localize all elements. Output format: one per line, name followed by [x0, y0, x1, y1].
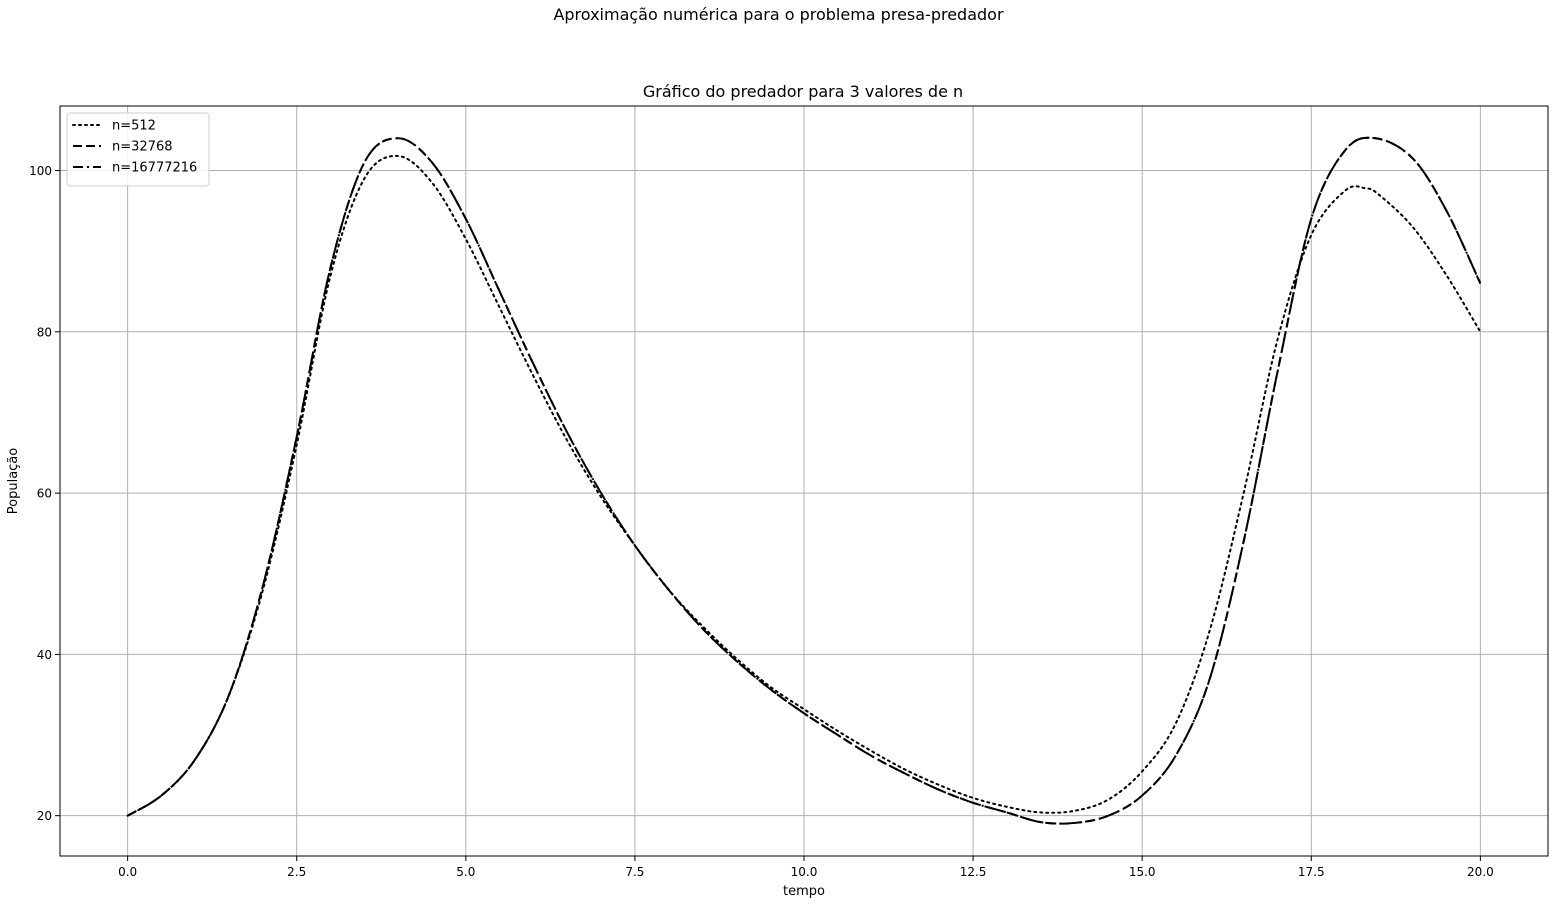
x-tick-label: 2.5	[287, 865, 306, 879]
y-tick-label: 100	[29, 164, 52, 178]
grid	[60, 106, 1548, 856]
legend-label: n=16777216	[112, 161, 197, 176]
x-tick-label: 5.0	[456, 865, 475, 879]
y-axis-label: População	[6, 448, 21, 515]
legend-label: n=512	[112, 119, 156, 134]
x-tick-label: 20.0	[1467, 865, 1494, 879]
series-lines	[126, 136, 1482, 825]
y-tick-label: 20	[37, 809, 52, 823]
x-tick-label: 10.0	[791, 865, 818, 879]
y-tick-label: 60	[37, 487, 52, 501]
legend: n=512 n=32768 n=16777216	[66, 112, 210, 187]
legend-label: n=32768	[112, 140, 173, 155]
legend-box	[66, 112, 210, 187]
y-tick-label: 80	[37, 325, 52, 339]
series-line-1	[126, 154, 1482, 817]
x-tick-label: 15.0	[1129, 865, 1156, 879]
series-line-3	[127, 136, 1482, 825]
x-tick-label: 17.5	[1298, 865, 1325, 879]
x-tick-label: 12.5	[960, 865, 987, 879]
chart-title: Gráfico do predador para 3 valores de n	[643, 82, 963, 101]
axis-ticks: 0.0 2.5 5.0 7.5 10.0 12.5 15.0 17.5 20.0 20 40 60 80…	[29, 164, 1494, 879]
y-tick-label: 40	[37, 648, 52, 662]
x-tick-label: 7.5	[625, 865, 644, 879]
x-axis-label: tempo	[783, 884, 825, 899]
figure-suptitle: Aproximação numérica para o problema pre…	[553, 5, 1004, 24]
x-tick-label: 0.0	[118, 865, 137, 879]
